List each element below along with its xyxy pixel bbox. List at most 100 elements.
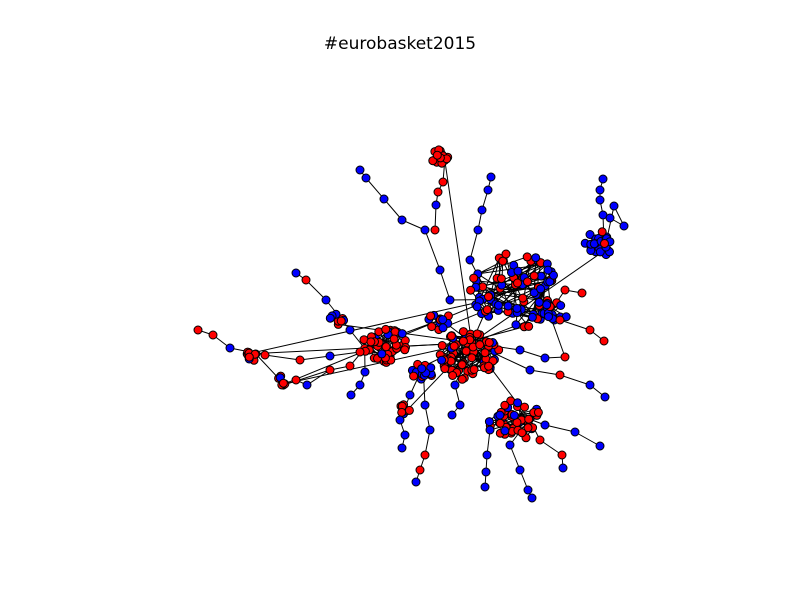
graph-node-blue bbox=[532, 254, 540, 262]
graph-node-blue bbox=[346, 326, 354, 334]
graph-node-red bbox=[536, 436, 544, 444]
graph-node-red bbox=[470, 274, 478, 282]
graph-node-red bbox=[382, 325, 390, 333]
graph-node-blue bbox=[436, 266, 444, 274]
graph-node-blue bbox=[378, 350, 386, 358]
graph-node-blue bbox=[496, 411, 504, 419]
graph-node-blue bbox=[432, 201, 440, 209]
node-layer bbox=[194, 146, 628, 502]
graph-node-blue bbox=[535, 298, 543, 306]
graph-node-blue bbox=[506, 441, 514, 449]
graph-node-blue bbox=[398, 444, 406, 452]
graph-node-blue bbox=[473, 303, 481, 311]
graph-node-blue bbox=[559, 464, 567, 472]
graph-node-blue bbox=[557, 302, 565, 310]
graph-node-red bbox=[578, 289, 586, 297]
graph-node-blue bbox=[528, 494, 536, 502]
graph-node-blue bbox=[545, 313, 553, 321]
graph-node-red bbox=[337, 317, 345, 325]
graph-node-blue bbox=[601, 393, 609, 401]
graph-node-blue bbox=[510, 411, 518, 419]
graph-node-blue bbox=[620, 222, 628, 230]
figure-title: #eurobasket2015 bbox=[0, 34, 800, 54]
graph-node-blue bbox=[514, 267, 522, 275]
graph-node-red bbox=[470, 366, 478, 374]
graph-node-red bbox=[485, 362, 493, 370]
graph-node-blue bbox=[356, 381, 364, 389]
graph-node-red bbox=[586, 326, 594, 334]
graph-edge bbox=[560, 320, 590, 330]
graph-node-blue bbox=[596, 186, 604, 194]
graph-node-red bbox=[556, 316, 564, 324]
graph-node-red bbox=[502, 250, 510, 258]
graph-node-red bbox=[519, 294, 527, 302]
graph-node-red bbox=[194, 326, 202, 334]
graph-node-blue bbox=[406, 391, 414, 399]
graph-node-red bbox=[561, 286, 569, 294]
graph-node-red bbox=[450, 342, 458, 350]
graph-node-red bbox=[518, 429, 526, 437]
graph-node-blue bbox=[226, 344, 234, 352]
graph-node-red bbox=[326, 366, 334, 374]
graph-node-blue bbox=[439, 324, 447, 332]
graph-node-blue bbox=[486, 426, 494, 434]
graph-node-red bbox=[434, 188, 442, 196]
graph-node-blue bbox=[512, 321, 520, 329]
graph-node-blue bbox=[487, 173, 495, 181]
graph-node-red bbox=[525, 322, 533, 330]
graph-node-blue bbox=[361, 368, 369, 376]
graph-node-blue bbox=[478, 206, 486, 214]
graph-node-blue bbox=[481, 483, 489, 491]
graph-node-blue bbox=[326, 352, 334, 360]
graph-node-blue bbox=[380, 195, 388, 203]
graph-edge bbox=[300, 356, 330, 360]
graph-node-blue bbox=[303, 381, 311, 389]
graph-node-blue bbox=[599, 175, 607, 183]
graph-node-red bbox=[427, 312, 435, 320]
graph-node-red bbox=[382, 343, 390, 351]
graph-node-blue bbox=[448, 411, 456, 419]
graph-node-red bbox=[523, 253, 531, 261]
graph-node-red bbox=[390, 335, 398, 343]
graph-node-blue bbox=[439, 316, 447, 324]
graph-edge bbox=[560, 375, 590, 385]
graph-edge bbox=[530, 370, 560, 375]
graph-node-blue bbox=[421, 401, 429, 409]
graph-node-blue bbox=[347, 391, 355, 399]
graph-node-blue bbox=[482, 468, 490, 476]
graph-node-red bbox=[496, 419, 504, 427]
graph-node-red bbox=[401, 346, 409, 354]
graph-node-red bbox=[261, 351, 269, 359]
graph-node-red bbox=[598, 228, 606, 236]
graph-node-blue bbox=[606, 214, 614, 222]
graph-node-red bbox=[556, 371, 564, 379]
graph-node-red bbox=[468, 354, 476, 362]
graph-node-red bbox=[459, 337, 467, 345]
graph-node-blue bbox=[586, 381, 594, 389]
graph-node-red bbox=[561, 353, 569, 361]
graph-node-blue bbox=[322, 296, 330, 304]
graph-node-blue bbox=[504, 302, 512, 310]
graph-edge bbox=[470, 230, 478, 260]
graph-edge bbox=[440, 270, 450, 300]
graph-node-red bbox=[501, 401, 509, 409]
graph-node-red bbox=[601, 240, 609, 248]
graph-node-blue bbox=[484, 186, 492, 194]
graph-node-red bbox=[367, 338, 375, 346]
graph-node-blue bbox=[596, 442, 604, 450]
graph-edge bbox=[425, 230, 440, 270]
graph-node-blue bbox=[326, 314, 334, 322]
graph-node-blue bbox=[541, 354, 549, 362]
graph-edge bbox=[330, 352, 360, 356]
graph-node-blue bbox=[421, 226, 429, 234]
graph-node-red bbox=[447, 332, 455, 340]
graph-node-red bbox=[431, 226, 439, 234]
graph-node-red bbox=[473, 330, 481, 338]
graph-node-red bbox=[497, 275, 505, 283]
graph-node-blue bbox=[528, 313, 536, 321]
graph-node-red bbox=[346, 362, 354, 370]
graph-node-blue bbox=[362, 174, 370, 182]
graph-node-red bbox=[302, 276, 310, 284]
